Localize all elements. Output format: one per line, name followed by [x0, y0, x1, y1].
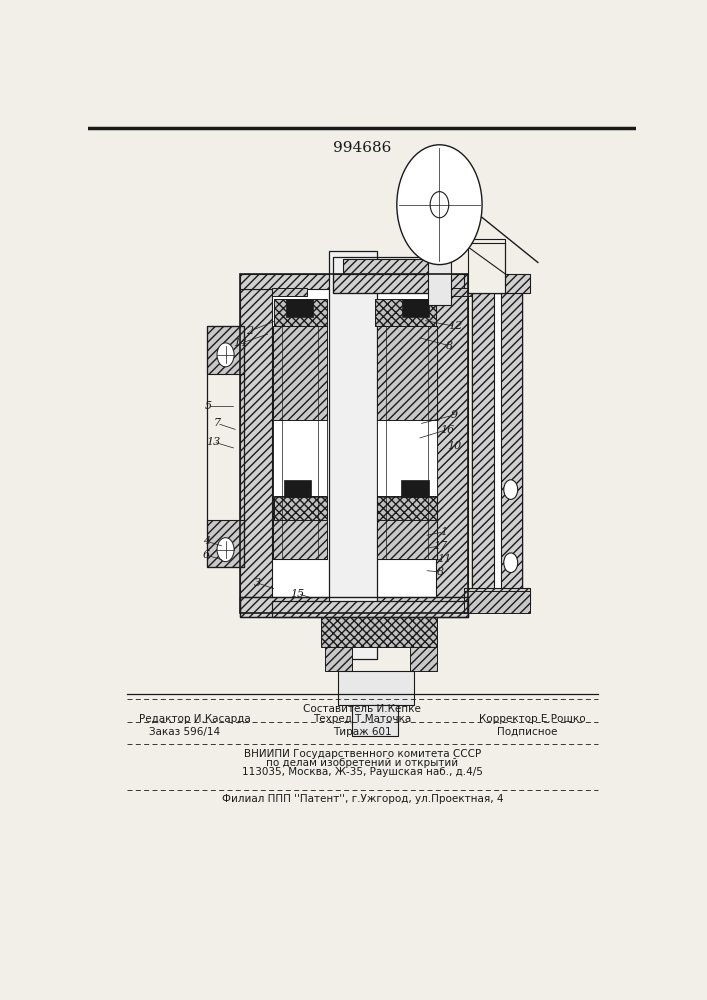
Bar [377, 497, 437, 559]
Bar [332, 257, 449, 293]
Text: 8: 8 [445, 341, 452, 351]
Text: 9: 9 [451, 410, 458, 420]
Bar [377, 420, 437, 497]
Bar [464, 588, 530, 605]
Bar [274, 299, 327, 326]
Text: 13: 13 [206, 437, 221, 447]
Bar [352, 705, 398, 736]
Bar [402, 299, 429, 317]
Text: Корректор Е.Рошко: Корректор Е.Рошко [479, 714, 585, 724]
Text: 17: 17 [433, 541, 448, 551]
Text: 10: 10 [448, 441, 462, 451]
Text: Тираж 601: Тираж 601 [333, 727, 392, 737]
Bar [410, 647, 437, 671]
Bar [207, 520, 244, 567]
Bar [240, 597, 468, 617]
Circle shape [217, 343, 234, 367]
Text: Составитель И.Кепке: Составитель И.Кепке [303, 704, 421, 714]
Bar [402, 480, 428, 497]
Circle shape [504, 553, 518, 573]
Text: 6: 6 [203, 550, 210, 560]
Text: 994686: 994686 [333, 141, 392, 155]
Bar [240, 274, 468, 613]
Circle shape [217, 538, 234, 562]
Text: 2: 2 [247, 326, 254, 336]
Bar [240, 289, 468, 613]
Bar [377, 496, 437, 520]
Circle shape [504, 480, 518, 499]
Bar [325, 647, 352, 671]
Circle shape [430, 192, 449, 218]
Bar [207, 326, 244, 374]
Bar [272, 601, 468, 617]
Bar [338, 671, 414, 705]
Text: 5: 5 [204, 401, 211, 411]
Bar [273, 326, 327, 420]
Text: 4: 4 [203, 536, 210, 546]
Bar [273, 420, 327, 497]
Text: ВНИИПИ Государственного комитета СССР: ВНИИПИ Государственного комитета СССР [244, 749, 481, 759]
Bar [327, 326, 377, 559]
Text: Редактор И.Касарда: Редактор И.Касарда [139, 714, 251, 724]
Bar [377, 326, 437, 420]
Bar [272, 288, 307, 296]
Text: Подписное: Подписное [496, 727, 557, 737]
Bar [377, 326, 437, 559]
Bar [321, 617, 437, 647]
Bar [428, 247, 451, 305]
Text: 8: 8 [437, 567, 444, 577]
Bar [437, 288, 472, 296]
Text: 16: 16 [440, 425, 455, 435]
Text: 1: 1 [440, 527, 447, 537]
Text: 15: 15 [291, 589, 305, 599]
Bar [375, 299, 436, 326]
Bar [501, 293, 522, 601]
Bar [464, 274, 530, 293]
Text: Техред Т.Маточка: Техред Т.Маточка [313, 714, 411, 724]
Text: 7: 7 [214, 418, 221, 428]
Bar [343, 259, 440, 274]
Bar [273, 497, 327, 559]
Text: 14: 14 [233, 338, 248, 348]
Text: 11: 11 [438, 554, 452, 564]
Circle shape [397, 145, 482, 265]
Bar [472, 293, 522, 601]
Bar [240, 289, 272, 613]
Bar [274, 496, 327, 520]
Text: 113035, Москва, Ж-35, Раушская наб., д.4/5: 113035, Москва, Ж-35, Раушская наб., д.4… [242, 767, 483, 777]
Bar [329, 251, 377, 659]
Text: 3: 3 [254, 578, 261, 588]
Text: Филиал ППП ''Патент'', г.Ужгород, ул.Проектная, 4: Филиал ППП ''Патент'', г.Ужгород, ул.Про… [221, 794, 503, 804]
Bar [332, 274, 449, 293]
Bar [240, 274, 468, 289]
Bar [207, 326, 244, 567]
Bar [240, 597, 468, 617]
Bar [468, 239, 506, 293]
Text: 12: 12 [448, 321, 462, 331]
Bar [464, 591, 530, 613]
Bar [273, 326, 327, 559]
Bar [272, 601, 468, 617]
Bar [284, 480, 311, 497]
Text: Заказ 596/14: Заказ 596/14 [148, 727, 220, 737]
Text: по делам изобретений и открытий: по делам изобретений и открытий [267, 758, 458, 768]
Bar [286, 299, 313, 317]
Bar [472, 293, 493, 601]
Bar [436, 289, 468, 613]
